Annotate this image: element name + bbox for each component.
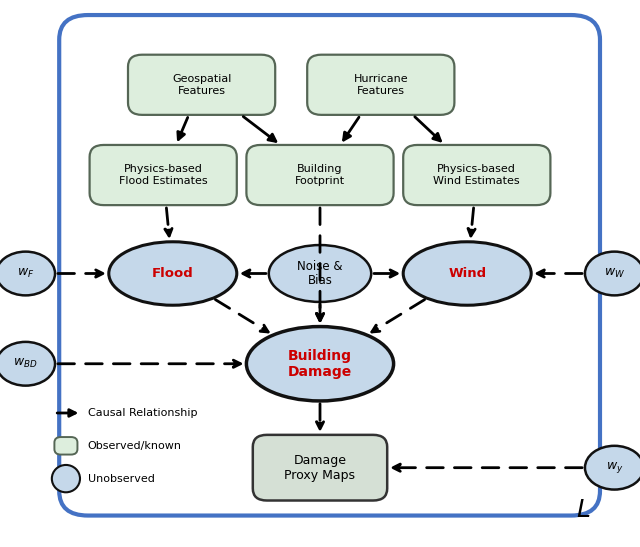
FancyBboxPatch shape [307, 55, 454, 115]
Ellipse shape [585, 252, 640, 295]
Ellipse shape [52, 465, 80, 492]
FancyArrowPatch shape [374, 270, 397, 277]
FancyBboxPatch shape [54, 437, 77, 455]
FancyArrowPatch shape [415, 117, 440, 141]
Text: $L$: $L$ [576, 498, 591, 522]
Text: Causal Relationship: Causal Relationship [88, 408, 197, 418]
Ellipse shape [0, 342, 55, 386]
FancyArrowPatch shape [243, 117, 276, 141]
FancyBboxPatch shape [128, 55, 275, 115]
Text: Physics-based
Flood Estimates: Physics-based Flood Estimates [119, 164, 207, 186]
Text: Damage
Proxy Maps: Damage Proxy Maps [285, 453, 355, 482]
FancyBboxPatch shape [90, 145, 237, 205]
FancyArrowPatch shape [216, 300, 268, 332]
Text: Geospatial
Features: Geospatial Features [172, 74, 231, 96]
Text: Building
Footprint: Building Footprint [295, 164, 345, 186]
FancyArrowPatch shape [243, 270, 266, 277]
Ellipse shape [109, 242, 237, 305]
Text: Building
Damage: Building Damage [288, 348, 352, 379]
FancyArrowPatch shape [468, 208, 475, 236]
FancyBboxPatch shape [403, 145, 550, 205]
FancyArrowPatch shape [393, 464, 582, 472]
Text: Physics-based
Wind Estimates: Physics-based Wind Estimates [433, 164, 520, 186]
Ellipse shape [269, 245, 371, 302]
Text: $w_{BD}$: $w_{BD}$ [13, 357, 38, 370]
Text: Noise &
Bias: Noise & Bias [297, 259, 343, 288]
Text: $w_W$: $w_W$ [604, 267, 625, 280]
Text: $w_y$: $w_y$ [605, 460, 623, 475]
Text: Observed/known: Observed/known [88, 441, 182, 451]
FancyArrowPatch shape [344, 117, 359, 140]
FancyArrowPatch shape [537, 270, 582, 277]
FancyArrowPatch shape [58, 270, 103, 277]
FancyArrowPatch shape [178, 118, 188, 139]
Ellipse shape [585, 446, 640, 490]
Text: Unobserved: Unobserved [88, 474, 154, 484]
Text: Flood: Flood [152, 267, 194, 280]
Text: $w_F$: $w_F$ [17, 267, 35, 280]
FancyArrowPatch shape [316, 305, 324, 321]
FancyArrowPatch shape [316, 404, 324, 429]
FancyArrowPatch shape [165, 208, 172, 236]
Ellipse shape [403, 242, 531, 305]
FancyBboxPatch shape [253, 435, 387, 501]
FancyBboxPatch shape [246, 145, 394, 205]
FancyArrowPatch shape [58, 360, 241, 368]
FancyArrowPatch shape [372, 300, 424, 332]
Text: Wind: Wind [448, 267, 486, 280]
Ellipse shape [0, 252, 55, 295]
FancyArrowPatch shape [316, 208, 324, 321]
Ellipse shape [246, 327, 394, 401]
Text: Hurricane
Features: Hurricane Features [353, 74, 408, 96]
